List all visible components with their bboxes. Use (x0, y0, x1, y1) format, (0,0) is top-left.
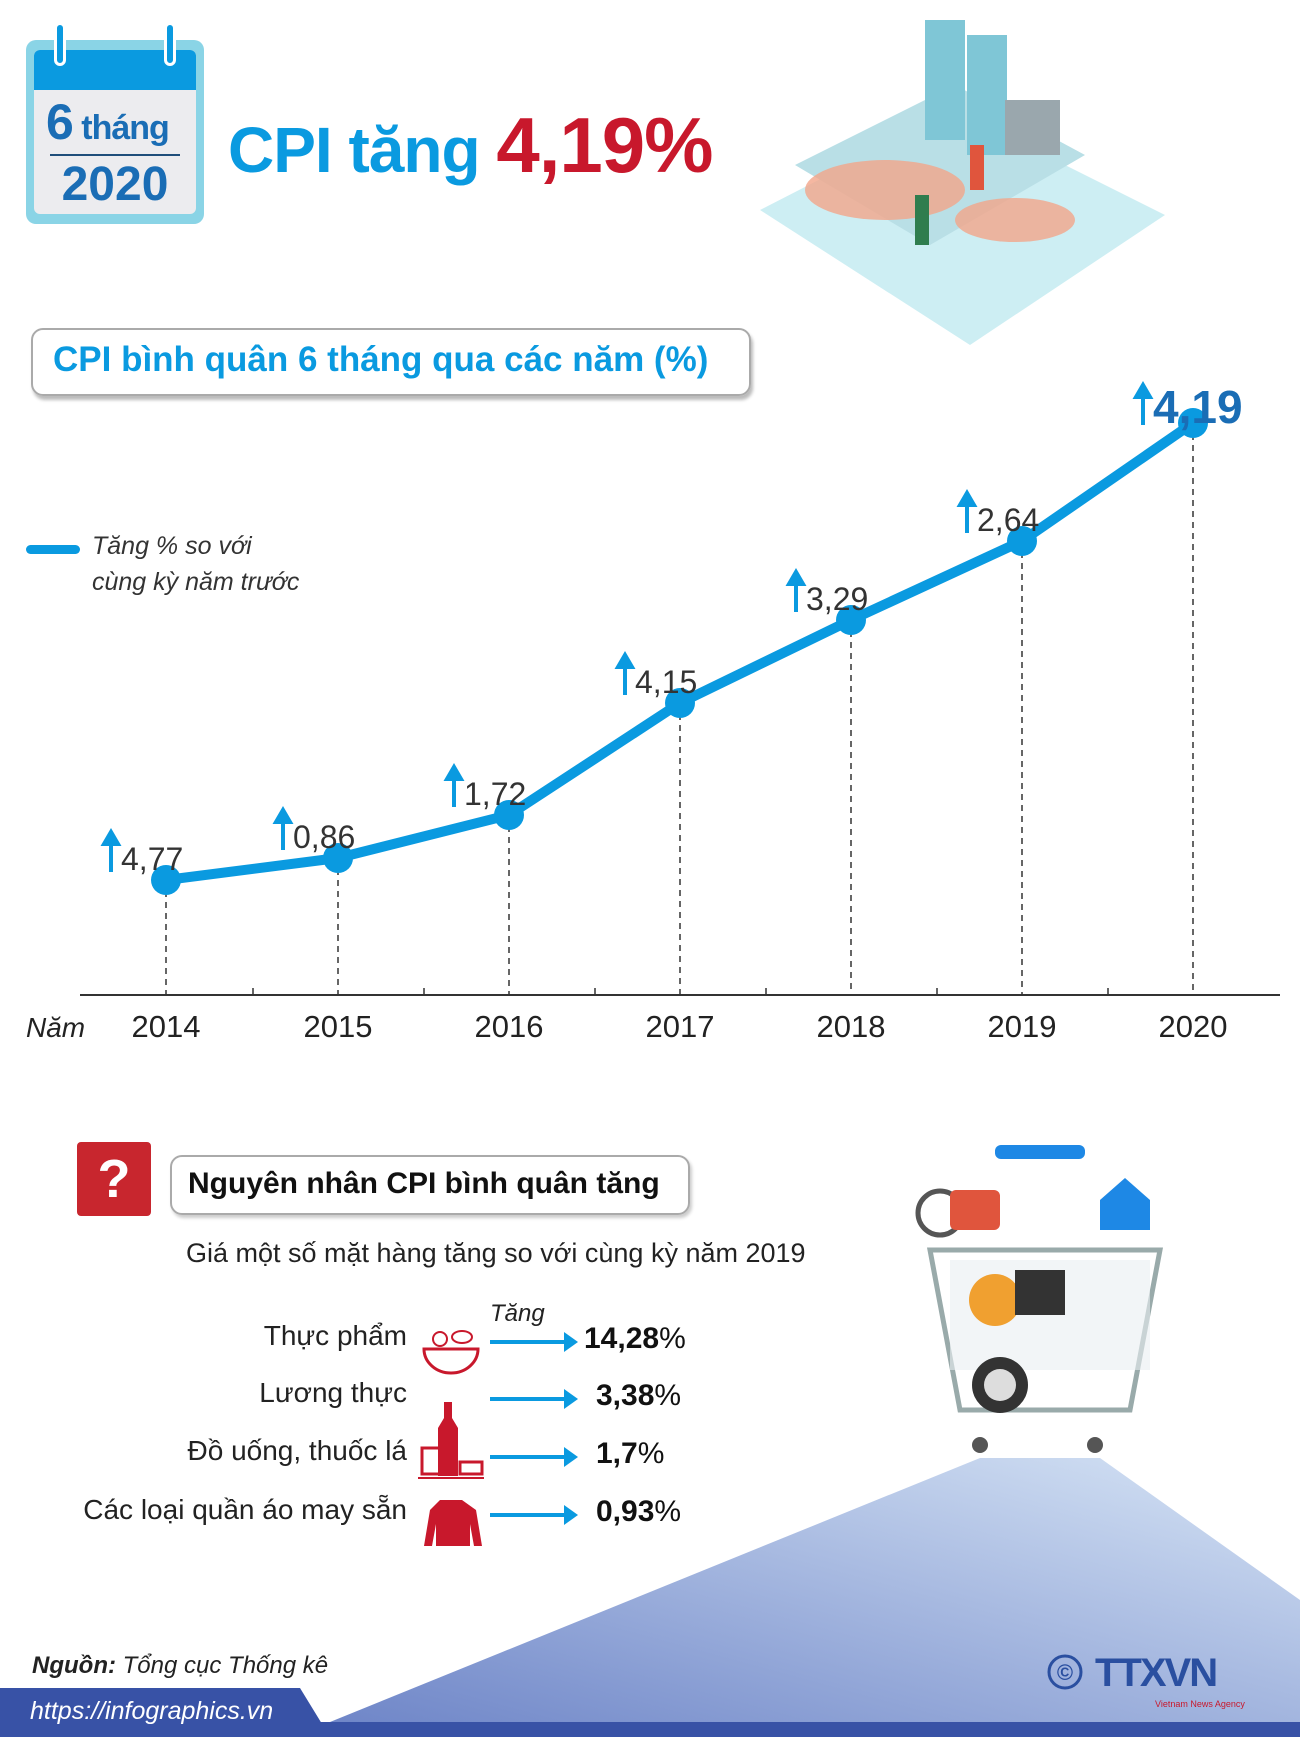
up-arrow-icon (956, 489, 978, 533)
calendar-months-word: tháng (81, 109, 170, 147)
cause-value: 1,7% (596, 1437, 665, 1470)
url-bar (0, 1688, 330, 1737)
calendar-badge: 6 tháng 2020 (26, 22, 204, 224)
question-icon: ? (77, 1142, 151, 1216)
source-text: Tổng cục Thống kê (122, 1652, 329, 1679)
cause-value: 3,38% (596, 1379, 682, 1412)
data-point (151, 865, 181, 895)
headline: CPI tăng 4,19% (228, 100, 714, 191)
data-label: 4,19 (1153, 381, 1243, 433)
cause-value: 14,28% (584, 1322, 686, 1355)
x-tick-label: 2015 (304, 1009, 373, 1044)
data-point (494, 800, 524, 830)
cause-value: 0,93% (596, 1495, 682, 1528)
headline-prefix: CPI tăng (228, 114, 481, 186)
data-point (1178, 408, 1208, 438)
website-link[interactable]: https://infographics.vn (30, 1697, 274, 1725)
up-arrow-icon (443, 763, 465, 807)
data-point (323, 843, 353, 873)
arrow-right-icon (490, 1447, 578, 1467)
x-tick-label: 2017 (646, 1009, 715, 1044)
cause-label: Các loại quần áo may sẵn (83, 1494, 407, 1525)
source-label: Nguồn: (32, 1652, 116, 1679)
data-point (836, 605, 866, 635)
up-arrow-icon (1132, 381, 1154, 425)
arrow-right-icon (490, 1389, 578, 1409)
data-label: 0,86 (293, 819, 355, 855)
data-label: 2,64 (977, 502, 1039, 538)
series-line (165, 418, 1196, 885)
data-label: 3,29 (806, 581, 868, 617)
up-arrow-icon (614, 651, 636, 695)
data-label: 4,15 (635, 664, 697, 700)
bottle-drink-icon (418, 1402, 484, 1479)
calendar-year: 2020 (61, 158, 169, 211)
x-tick-label: 2018 (817, 1009, 886, 1044)
line-chart: Năm 4,77 2014 0,86 2015 1,72 2016 4,15 2017 3,29… (26, 381, 1280, 1044)
headline-value: 4,19% (496, 101, 713, 189)
data-label: 4,77 (121, 841, 183, 877)
footer-bar (300, 1722, 1300, 1737)
logo-subtitle: Vietnam News Agency (1155, 1699, 1245, 1709)
x-tick-label: 2016 (475, 1009, 544, 1044)
data-point (1007, 526, 1037, 556)
causes-subtitle: Giá một số mặt hàng tăng so với cùng kỳ … (186, 1238, 806, 1268)
legend-label: Tăng % so với cùng kỳ năm trước (92, 528, 299, 600)
supermarket-illustration (760, 20, 1165, 345)
arrow-label: Tăng (490, 1300, 545, 1327)
legend-swatch (26, 545, 80, 554)
x-tick-label: 2020 (1159, 1009, 1228, 1044)
arrow-right-icon (490, 1505, 578, 1525)
ttxvn-logo: © TTXVN Vietnam News Agency (1047, 1651, 1245, 1709)
x-tick-label: 2014 (132, 1009, 201, 1044)
up-arrow-icon (100, 828, 122, 872)
data-label: 1,72 (464, 776, 526, 812)
shopping-cart-illustration (915, 1145, 1164, 1453)
cause-label: Thực phẩm (263, 1320, 407, 1351)
legend-line-2: cùng kỳ năm trước (92, 568, 300, 596)
copyright-symbol: © (1057, 1660, 1073, 1685)
sweater-icon (424, 1500, 482, 1546)
calendar-ring-icon (164, 22, 176, 66)
chart-title: CPI bình quân 6 tháng qua các năm (%) (31, 328, 751, 396)
food-bowl-icon (422, 1330, 480, 1375)
up-arrow-icon (272, 806, 294, 850)
data-point (665, 688, 695, 718)
cause-label: Đồ uống, thuốc lá (187, 1435, 408, 1466)
calendar-ring-icon (54, 22, 66, 66)
cause-label: Lương thực (259, 1377, 407, 1408)
legend-line-1: Tăng % so với (92, 532, 252, 560)
x-axis-label: Năm (26, 1012, 85, 1043)
calendar-months-num: 6 (46, 94, 74, 150)
arrow-right-icon (490, 1332, 578, 1352)
x-tick-label: 2019 (988, 1009, 1057, 1044)
logo-text: TTXVN (1095, 1651, 1216, 1695)
causes-title: Nguyên nhân CPI bình quân tăng (170, 1155, 690, 1215)
up-arrow-icon (785, 568, 807, 612)
source: Nguồn: Tổng cục Thống kê (32, 1652, 328, 1680)
